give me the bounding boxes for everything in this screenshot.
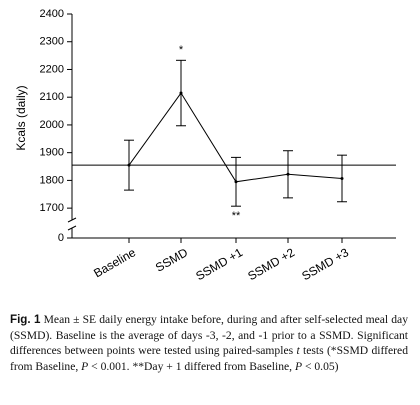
marker	[179, 91, 183, 95]
annotation: *	[179, 44, 184, 56]
axis-break	[67, 225, 77, 231]
x-tick-label: Baseline	[91, 245, 138, 280]
marker	[340, 176, 344, 180]
caption-text: t	[296, 344, 300, 358]
y-tick-label: 1700	[40, 202, 64, 214]
x-tick-label: SSMD +2	[245, 245, 297, 283]
caption: Fig. 1 Mean ± SE daily energy intake bef…	[10, 312, 408, 374]
x-tick-label: SSMD +3	[299, 245, 351, 283]
y-axis-label: Kcals (daily)	[14, 85, 28, 150]
y-tick-label: 0	[58, 232, 64, 244]
axis-break	[67, 217, 77, 223]
caption-text: Mean ± SE daily energy intake before, du…	[10, 313, 408, 358]
caption-text: P	[81, 359, 89, 373]
caption-text: < 0.05)	[302, 359, 339, 373]
y-tick-label: 2000	[40, 119, 64, 131]
y-tick-label: 2400	[40, 8, 64, 20]
marker	[286, 172, 290, 176]
y-tick-label: 1900	[40, 147, 64, 159]
y-tick-label: 2300	[40, 36, 64, 48]
caption-text: P	[294, 359, 303, 373]
annotation: **	[232, 210, 241, 222]
x-tick-label: SSMD +1	[193, 245, 245, 283]
caption-text: tests (*SSMD differed from Baseline,	[10, 344, 408, 373]
y-tick-label: 2200	[40, 63, 64, 75]
y-tick-label: 2100	[40, 91, 64, 103]
caption-label: Fig. 1	[10, 313, 41, 326]
x-tick-label: SSMD	[153, 245, 190, 275]
chart: Kcals (daily) 0 1700 1800 1900 2000 2100 2200 2…	[14, 8, 396, 283]
y-tick-label: 1800	[40, 174, 64, 186]
caption-text: < 0.001. **Day + 1 differed from Baselin…	[88, 359, 295, 373]
marker	[234, 180, 238, 184]
marker	[127, 163, 131, 167]
